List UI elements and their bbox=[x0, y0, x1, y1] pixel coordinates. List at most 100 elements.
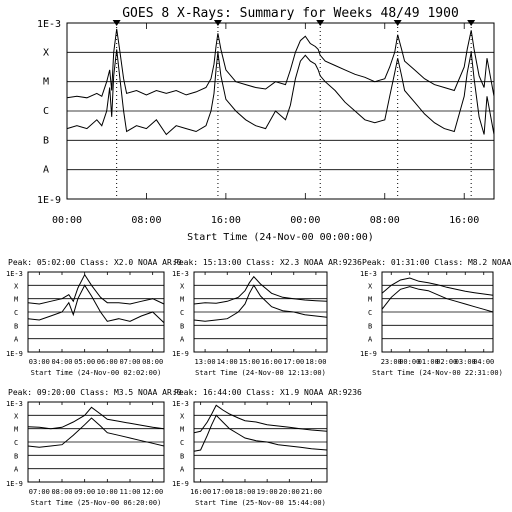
x-tick-label: 18:00 bbox=[305, 358, 326, 366]
chart-panel-3: Peak: 15:13:00 Class: X2.3 NOAA AR:9236 X… bbox=[172, 258, 362, 377]
x-tick-label: 14:00 bbox=[217, 358, 238, 366]
chart-panel-6: Peak: 16:44:00 Class: X1.9 NOAA AR:9236 X… bbox=[172, 388, 362, 507]
class-label: B bbox=[180, 322, 184, 330]
y-bottom-label: 1E-9 bbox=[360, 350, 377, 358]
x-axis-label: Start Time (24-Nov-00 12:13:00) bbox=[195, 369, 326, 377]
x-tick-label: 01:00 bbox=[418, 358, 439, 366]
x-axis-label: Start Time (24-Nov-00 22:31:00) bbox=[372, 369, 503, 377]
flare-marker-triangle bbox=[316, 20, 325, 26]
series-line-1 bbox=[193, 275, 328, 305]
x-tick-label: 10:00 bbox=[97, 488, 118, 496]
x-tick-label: 15:00 bbox=[239, 358, 260, 366]
chart-title: Peak: 09:20:00 Class: M3.5 NOAA AR:0 bbox=[8, 388, 182, 397]
class-label: X bbox=[14, 282, 19, 290]
chart-title: Peak: 16:44:00 Class: X1.9 NOAA AR:9236 bbox=[174, 388, 362, 397]
series-line-2 bbox=[27, 417, 165, 448]
flare-marker-triangle bbox=[467, 20, 476, 26]
chart-title: Peak: 15:13:00 Class: X2.3 NOAA AR:9236 bbox=[174, 258, 362, 267]
class-label: M bbox=[43, 77, 49, 88]
x-axis-label: Start Time (25-Nov-00 15:44:00) bbox=[195, 499, 326, 507]
x-tick-label: 17:00 bbox=[283, 358, 304, 366]
class-label: A bbox=[368, 336, 373, 344]
series-line-1 bbox=[66, 28, 495, 99]
chart-panel-4: Peak: 01:31:00 Class: M8.2 NOAA AR:9 XMCB… bbox=[360, 258, 512, 377]
class-label: X bbox=[368, 282, 373, 290]
flare-marker-triangle bbox=[112, 20, 121, 26]
x-tick-label: 16:00 bbox=[261, 358, 282, 366]
x-tick-label: 16:00 bbox=[190, 488, 211, 496]
y-top-label: 1E-3 bbox=[172, 400, 189, 408]
class-label: C bbox=[368, 309, 372, 317]
y-top-label: 1E-3 bbox=[172, 270, 189, 278]
x-tick-label: 13:00 bbox=[195, 358, 216, 366]
x-tick-label: 18:00 bbox=[234, 488, 255, 496]
class-label: B bbox=[14, 452, 18, 460]
x-tick-label: 02:00 bbox=[436, 358, 457, 366]
class-label: A bbox=[14, 466, 19, 474]
chart-title: Peak: 05:02:00 Class: X2.0 NOAA AR:0 bbox=[8, 258, 182, 267]
x-tick-label: 03:00 bbox=[455, 358, 476, 366]
chart-title: Peak: 01:31:00 Class: M8.2 NOAA AR:9 bbox=[362, 258, 512, 267]
class-label: C bbox=[43, 106, 49, 117]
series-line-2 bbox=[66, 49, 495, 136]
x-tick-label: 23:00 bbox=[381, 358, 402, 366]
class-label: A bbox=[14, 336, 19, 344]
class-label: C bbox=[180, 439, 184, 447]
class-label: B bbox=[180, 452, 184, 460]
series-line-1 bbox=[381, 277, 494, 296]
x-tick-label: 08:00 bbox=[370, 215, 400, 226]
y-bottom-label: 1E-9 bbox=[6, 350, 23, 358]
series-line-2 bbox=[381, 286, 494, 313]
x-tick-label: 07:00 bbox=[29, 488, 50, 496]
class-label: C bbox=[180, 309, 184, 317]
x-tick-label: 08:00 bbox=[131, 215, 161, 226]
x-tick-label: 19:00 bbox=[257, 488, 278, 496]
x-tick-label: 08:00 bbox=[51, 488, 72, 496]
class-label: X bbox=[43, 47, 49, 58]
x-tick-label: 17:00 bbox=[212, 488, 233, 496]
x-tick-label: 12:00 bbox=[142, 488, 163, 496]
x-tick-label: 04:00 bbox=[473, 358, 494, 366]
class-label: B bbox=[368, 322, 372, 330]
x-tick-label: 09:00 bbox=[74, 488, 95, 496]
class-label: C bbox=[14, 309, 18, 317]
y-top-label: 1E-3 bbox=[37, 19, 61, 30]
y-top-label: 1E-3 bbox=[6, 270, 23, 278]
x-tick-label: 21:00 bbox=[301, 488, 322, 496]
class-label: X bbox=[180, 412, 185, 420]
class-label: M bbox=[368, 296, 372, 304]
x-tick-label: 00:00 bbox=[399, 358, 420, 366]
x-axis-label: Start Time (24-Nov-00 00:00:00) bbox=[187, 232, 374, 243]
class-label: M bbox=[14, 296, 18, 304]
x-tick-label: 11:00 bbox=[119, 488, 140, 496]
series-line-2 bbox=[193, 414, 328, 452]
x-tick-label: 08:00 bbox=[142, 358, 163, 366]
x-tick-label: 16:00 bbox=[449, 215, 479, 226]
class-label: X bbox=[180, 282, 185, 290]
class-label: A bbox=[180, 336, 185, 344]
x-tick-label: 07:00 bbox=[119, 358, 140, 366]
chart-panel-5: Peak: 09:20:00 Class: M3.5 NOAA AR:0XMCB… bbox=[6, 388, 182, 507]
series-line-1 bbox=[27, 273, 165, 305]
y-top-label: 1E-3 bbox=[6, 400, 23, 408]
x-axis-label: Start Time (25-Nov-00 06:20:00) bbox=[31, 499, 162, 507]
class-label: C bbox=[14, 439, 18, 447]
y-bottom-label: 1E-9 bbox=[6, 480, 23, 488]
series-line-1 bbox=[27, 406, 165, 430]
class-label: M bbox=[14, 426, 18, 434]
series-line-2 bbox=[193, 284, 328, 322]
x-tick-label: 03:00 bbox=[29, 358, 50, 366]
chart-panel-1: GOES 8 X-Rays: Summary for Weeks 48/49 1… bbox=[37, 6, 495, 243]
y-top-label: 1E-3 bbox=[360, 270, 377, 278]
series-line-1 bbox=[193, 404, 328, 434]
x-axis-label: Start Time (24-Nov-00 02:02:00) bbox=[31, 369, 162, 377]
chart-panel-2: Peak: 05:02:00 Class: X2.0 NOAA AR:0XMCB… bbox=[6, 258, 182, 377]
flare-marker-triangle bbox=[213, 20, 222, 26]
y-bottom-label: 1E-9 bbox=[172, 480, 189, 488]
class-label: A bbox=[43, 165, 49, 176]
x-tick-label: 00:00 bbox=[52, 215, 82, 226]
chart-title: GOES 8 X-Rays: Summary for Weeks 48/49 1… bbox=[122, 6, 459, 21]
class-label: B bbox=[14, 322, 18, 330]
flare-marker-triangle bbox=[393, 20, 402, 26]
x-tick-label: 20:00 bbox=[279, 488, 300, 496]
